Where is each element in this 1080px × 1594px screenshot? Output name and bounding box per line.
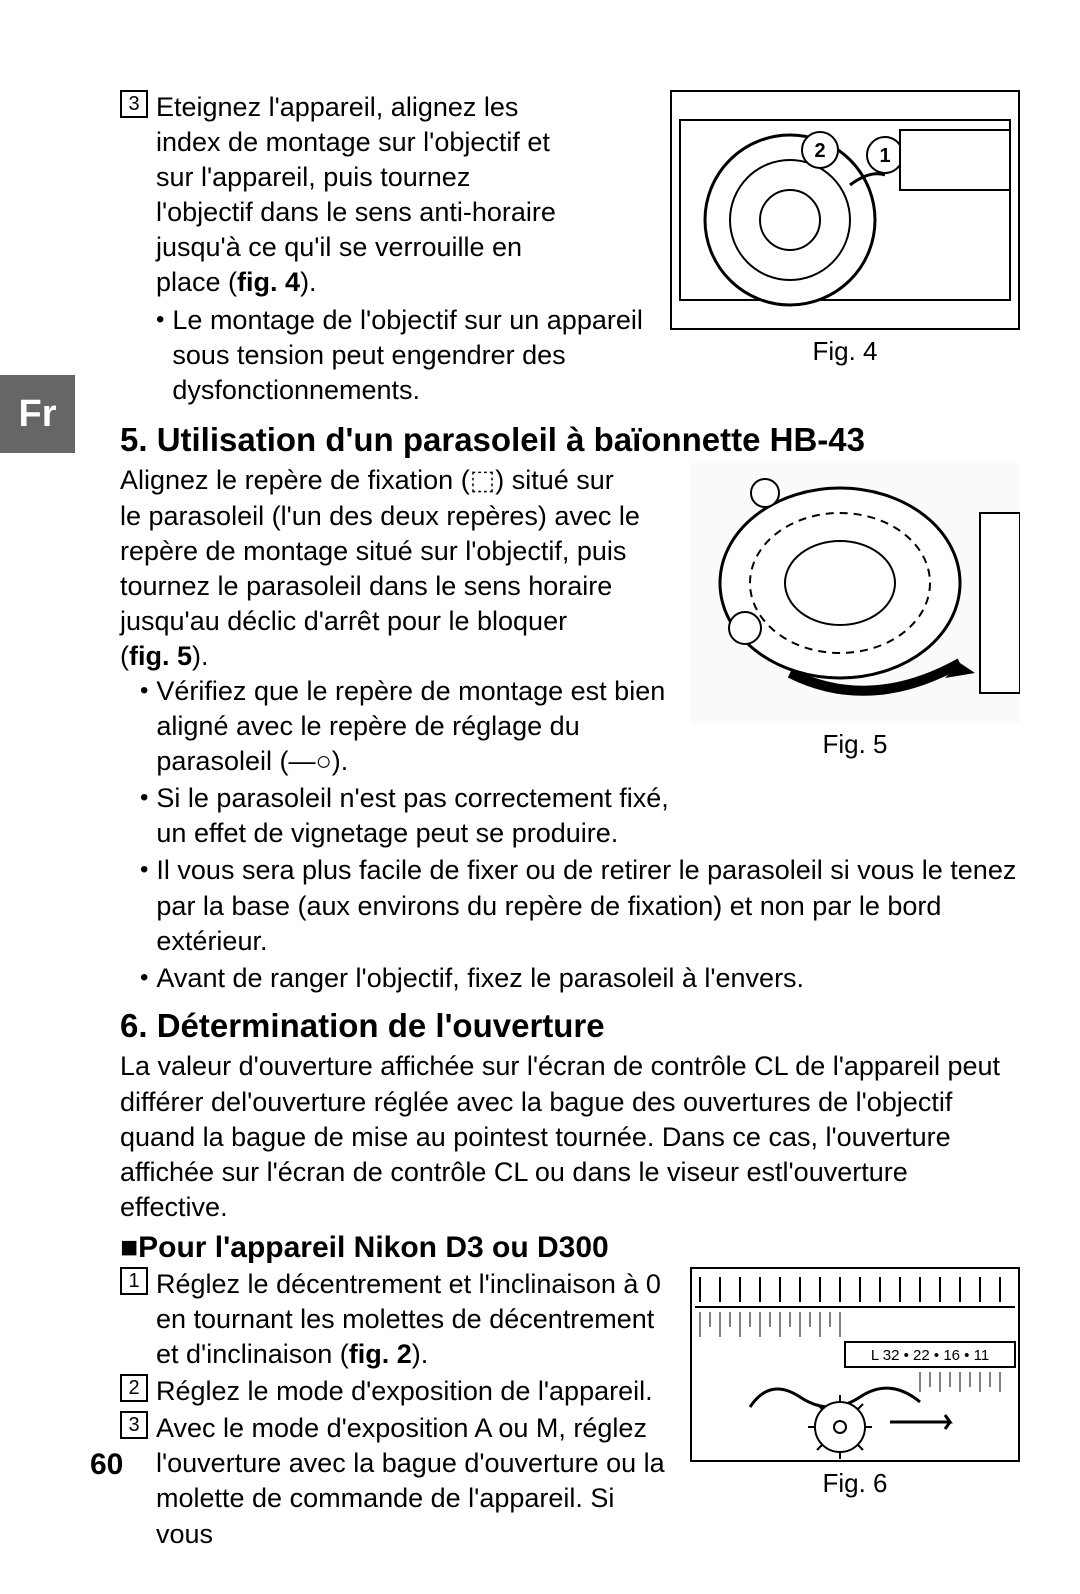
step3-line: l'objectif dans le sens anti-horaire (156, 197, 556, 227)
s5-line: (fig. 5). (120, 641, 209, 671)
fig5-svg (690, 463, 1020, 723)
s6-step-text: Réglez le mode d'exposition de l'apparei… (156, 1374, 670, 1409)
s5-bullet: Vérifiez que le repère de montage est bi… (156, 674, 670, 779)
step-number: 1 (120, 1267, 148, 1295)
s5-bullet: Avant de ranger l'objectif, fixez le par… (156, 961, 1020, 996)
s5-line: repère de montage situé sur l'objectif, … (120, 536, 626, 566)
bullet-icon: • (156, 303, 164, 337)
section5-heading: 5. Utilisation d'un parasoleil à baïonne… (120, 420, 1020, 460)
bullet-icon: • (140, 674, 148, 708)
svg-text:2: 2 (814, 140, 825, 162)
step3-bullet: Le montage de l'objectif sur un appareil… (172, 303, 650, 408)
s5-line: tournez le parasoleil dans le sens horai… (120, 571, 612, 601)
fig6-caption: Fig. 6 (690, 1468, 1020, 1499)
aperture-values: L 32 • 22 • 16 • 11 (871, 1347, 989, 1364)
figure-4: 2 1 Fig. 4 (670, 90, 1020, 410)
bullet-icon: • (140, 961, 148, 995)
s6-step-text: Réglez le décentrement et l'inclinaison … (156, 1267, 670, 1372)
step-number-3: 3 (120, 90, 148, 118)
step-number: 3 (120, 1411, 148, 1439)
s5-line: le parasoleil (l'un des deux repères) av… (120, 501, 640, 531)
subheading-text: Pour l'appareil Nikon D3 ou D300 (138, 1231, 609, 1264)
step3-line: jusqu'à ce qu'il se verrouille en (156, 232, 522, 262)
fig6-svg: L 32 • 22 • 16 • 11 (690, 1267, 1020, 1462)
section5-intro: Alignez le repère de fixation (⬚) situé … (120, 463, 670, 674)
section6-steps-block: 1 Réglez le décentrement et l'inclinaiso… (120, 1267, 1020, 1554)
section6-heading: 6. Détermination de l'ouverture (120, 1006, 1020, 1046)
bullet-icon: • (140, 781, 148, 815)
figure-6: L 32 • 22 • 16 • 11 (690, 1267, 1020, 1499)
bullet-icon: • (140, 853, 148, 887)
square-icon: ■ (120, 1231, 138, 1264)
s6-step-text: Avec le mode d'exposition A ou M, réglez… (156, 1411, 670, 1551)
section6-intro: La valeur d'ouverture affichée sur l'écr… (120, 1049, 1020, 1224)
s5-bullet: Si le parasoleil n'est pas correctement … (156, 781, 670, 851)
svg-text:1: 1 (879, 145, 890, 167)
step3-line: index de montage sur l'objectif et (156, 127, 550, 157)
step3-line: sur l'appareil, puis tournez (156, 162, 470, 192)
section6-subheading: ■Pour l'appareil Nikon D3 ou D300 (120, 1231, 1020, 1265)
page-number: 60 (90, 1448, 123, 1482)
step-number: 2 (120, 1374, 148, 1402)
step3-block: 3 Eteignez l'appareil, alignez les index… (120, 90, 1020, 410)
s5-line: Alignez le repère de fixation (⬚) situé … (120, 465, 614, 495)
section5-block: Alignez le repère de fixation (⬚) situé … (120, 463, 1020, 853)
fig4-svg: 2 1 (670, 90, 1020, 330)
step3-line: place (fig. 4). (156, 267, 317, 297)
section5-bullets-full: • Il vous sera plus facile de fixer ou d… (120, 853, 1020, 995)
s5-line: jusqu'au déclic d'arrêt pour le bloquer (120, 606, 567, 636)
step3-text: Eteignez l'appareil, alignez les index d… (156, 90, 650, 301)
s5-bullet: Il vous sera plus facile de fixer ou de … (156, 853, 1020, 958)
page-content: 3 Eteignez l'appareil, alignez les index… (0, 0, 1080, 1594)
step3-line: Eteignez l'appareil, alignez les (156, 92, 518, 122)
fig4-caption: Fig. 4 (670, 336, 1020, 367)
fig5-caption: Fig. 5 (690, 729, 1020, 760)
figure-5: Fig. 5 (690, 463, 1020, 760)
